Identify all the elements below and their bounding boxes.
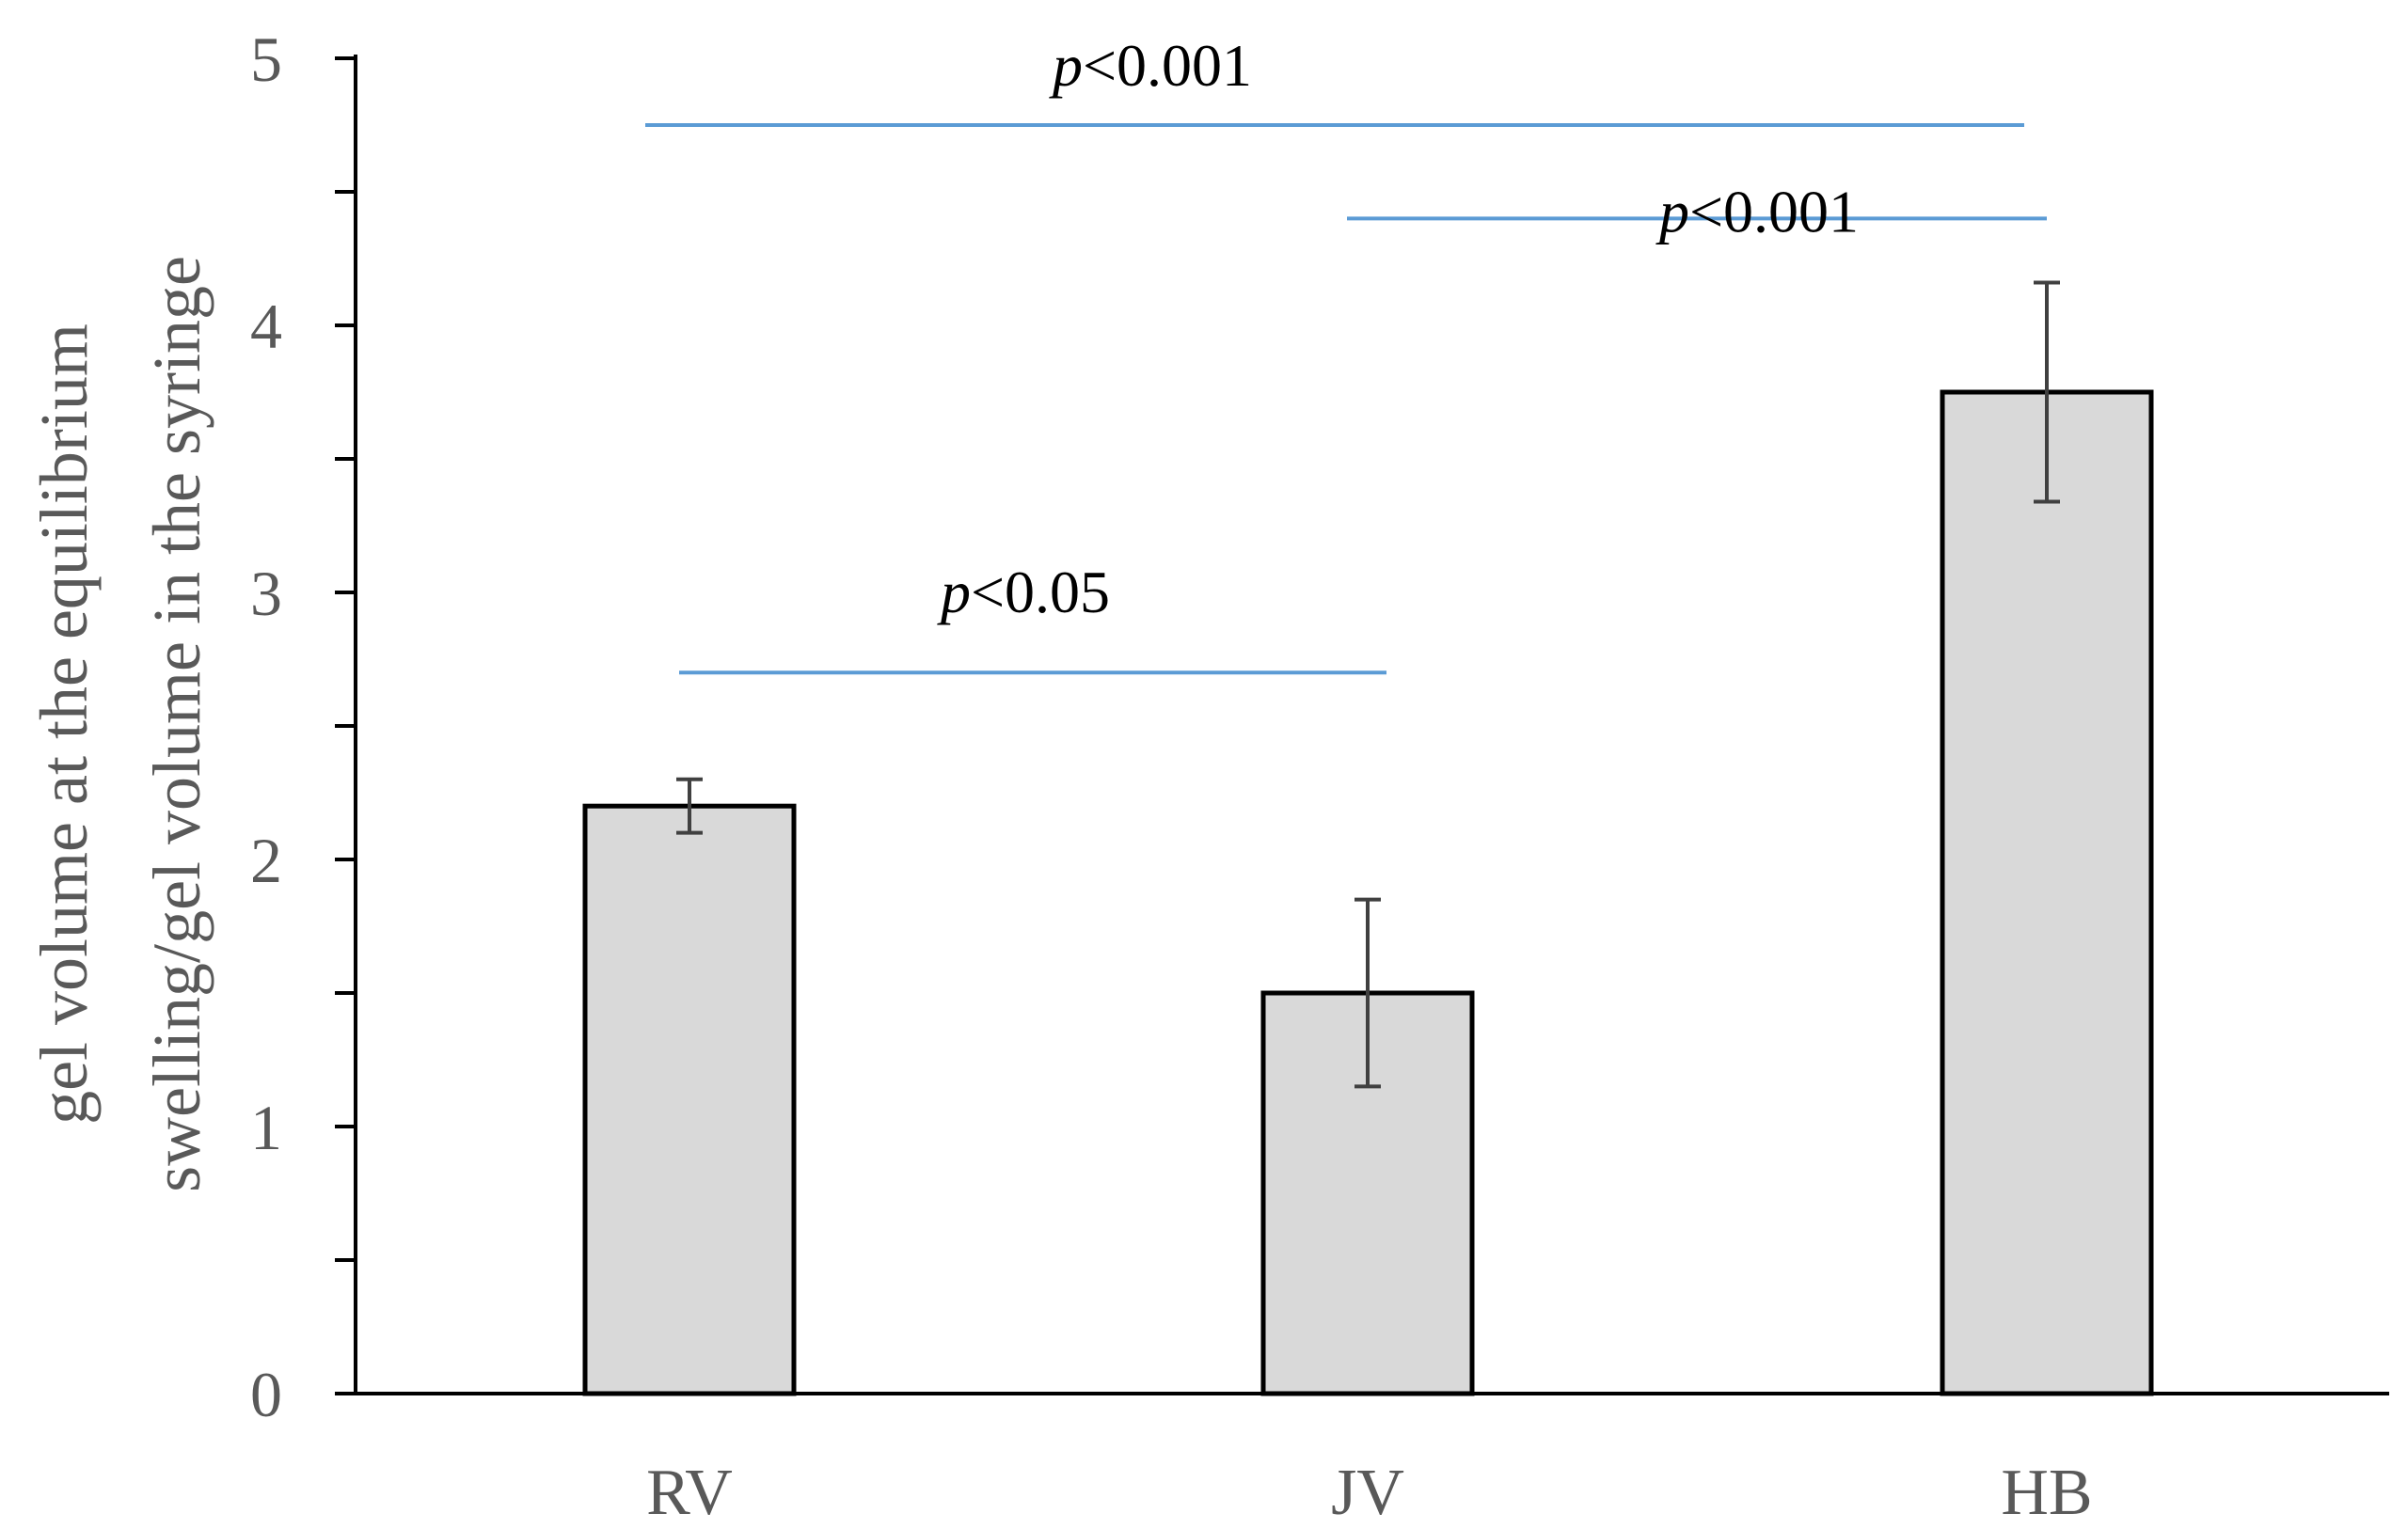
p-threshold: <0.001 xyxy=(1689,178,1859,244)
significance-label: p<0.001 xyxy=(1049,32,1252,99)
y-tick-label: 2 xyxy=(250,825,282,896)
p-threshold: <0.001 xyxy=(1083,32,1252,99)
y-tick-label: 1 xyxy=(250,1092,282,1163)
error-bars xyxy=(676,280,2060,1089)
p-symbol: p xyxy=(1656,178,1689,244)
y-tick-label: 4 xyxy=(250,291,282,362)
y-tick-label: 5 xyxy=(250,24,282,95)
x-tick-label-rv: RV xyxy=(646,1457,733,1529)
y-tick-label: 3 xyxy=(250,558,282,629)
bar-hb xyxy=(1940,389,2154,1396)
x-tick-label-jv: JV xyxy=(1331,1457,1404,1529)
x-tick-label-hb: HB xyxy=(2001,1457,2092,1529)
y-axis-title-line: gel volume at the equilibrium xyxy=(26,323,102,1125)
significance-label: p<0.001 xyxy=(1656,178,1859,244)
bar-rv xyxy=(582,803,797,1396)
bars xyxy=(582,389,2154,1396)
p-symbol: p xyxy=(937,559,971,625)
p-symbol: p xyxy=(1049,32,1083,99)
y-axis-title-line: swelling/gel volume in the syringe xyxy=(139,256,214,1192)
y-tick-label: 0 xyxy=(250,1359,282,1430)
y-axis-title: gel volume at the equilibrium swelling/ge… xyxy=(26,256,214,1192)
p-threshold: <0.05 xyxy=(971,559,1110,625)
significance-label: p<0.05 xyxy=(937,559,1110,625)
